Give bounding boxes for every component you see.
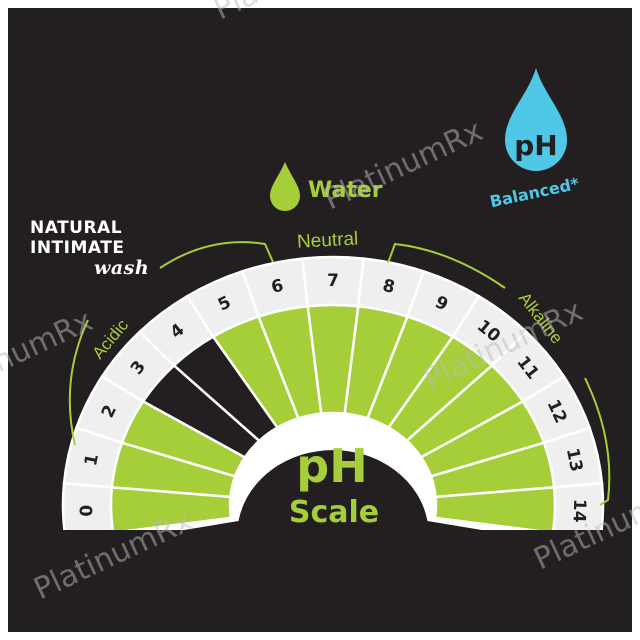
watermark: PlatinumRx bbox=[209, 0, 379, 27]
brand-line-1: NATURAL bbox=[30, 218, 123, 238]
ph-segment bbox=[433, 485, 557, 530]
brand-logo: NATURAL INTIMATE wash bbox=[30, 218, 149, 278]
ph-value-label: 8 bbox=[381, 276, 397, 298]
ph-value-label: 14 bbox=[569, 499, 590, 523]
acidic-bracket bbox=[68, 319, 89, 446]
center-title: pH bbox=[296, 439, 367, 493]
badge-ph: pH bbox=[514, 129, 557, 162]
ph-value-label: 1 bbox=[81, 452, 103, 468]
ph-value-label: 13 bbox=[562, 446, 586, 473]
brand-line-2: INTIMATE bbox=[30, 238, 125, 258]
ph-value-label: 6 bbox=[269, 276, 285, 298]
watermark: PlatinumRx bbox=[0, 303, 98, 407]
drop-icon bbox=[505, 68, 567, 171]
neutral-left-bracket bbox=[159, 241, 274, 269]
brand-line-3: wash bbox=[94, 257, 150, 279]
neutral-label: Neutral bbox=[297, 229, 359, 253]
center-subtitle: Scale bbox=[289, 495, 379, 530]
water-label: Water bbox=[308, 178, 383, 203]
badge-balanced: Balanced* bbox=[488, 174, 581, 212]
ph-value-label: 7 bbox=[327, 271, 339, 291]
watermark: PlatinumRx bbox=[319, 113, 489, 217]
neutral-right-bracket bbox=[387, 242, 506, 289]
water-drop-icon bbox=[270, 162, 300, 211]
ph-value-label: 0 bbox=[77, 504, 97, 517]
alkaline-bracket bbox=[584, 377, 611, 506]
